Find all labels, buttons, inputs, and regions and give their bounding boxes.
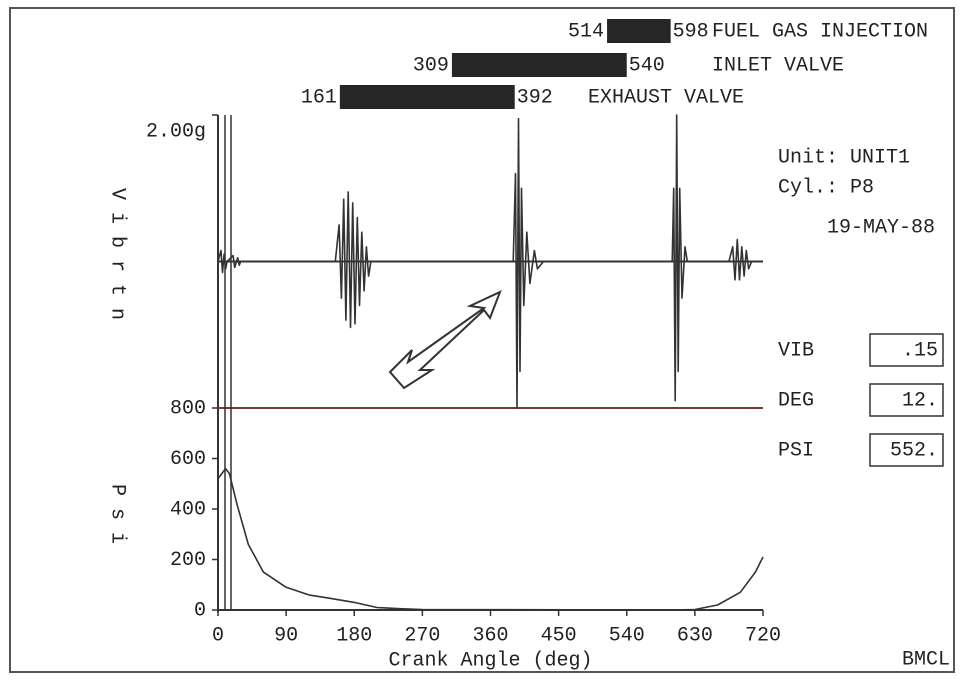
valve-start: 514: [568, 20, 604, 43]
x-tick-label: 360: [472, 624, 508, 647]
valve-name: INLET VALVE: [712, 54, 844, 77]
frame: [9, 7, 955, 673]
readout-label: DEG: [778, 389, 814, 412]
y-tick-label: 600: [170, 448, 206, 471]
arrow-annotation: [388, 290, 502, 390]
x-tick-label: 720: [745, 624, 781, 647]
valve-bar: [339, 85, 515, 109]
readout-value: 12.: [902, 389, 938, 412]
unit-value: UNIT1: [850, 146, 910, 169]
readout-label: PSI: [778, 439, 814, 462]
readout-box: [869, 383, 944, 417]
x-tick-label: 180: [336, 624, 372, 647]
y-tick-label: 200: [170, 549, 206, 572]
x-tick-label: 450: [541, 624, 577, 647]
unit-label: Unit:: [778, 146, 838, 169]
valve-name: FUEL GAS INJECTION: [712, 20, 928, 43]
valve-start: 161: [301, 86, 337, 109]
trace: [217, 114, 763, 409]
x-tick-label: 540: [609, 624, 645, 647]
x-tick-label: 90: [274, 624, 298, 647]
y-axis-label: Psi: [106, 484, 129, 556]
y-tick-label: 0: [194, 599, 206, 622]
valve-bar: [607, 19, 671, 43]
y-axis-label: Vibrtn: [106, 188, 129, 332]
readout-value: .15: [902, 339, 938, 362]
y-tick-label: 800: [170, 397, 206, 420]
valve-end: 540: [629, 54, 665, 77]
footer: BMCL: [902, 648, 950, 671]
cyl-value: P8: [850, 176, 874, 199]
trace: [217, 467, 764, 611]
cyl-label: Cyl.:: [778, 176, 838, 199]
date: 19-MAY-88: [827, 216, 935, 239]
valve-start: 309: [413, 54, 449, 77]
x-tick-label: 0: [212, 624, 224, 647]
valve-name: EXHAUST VALVE: [588, 86, 744, 109]
x-tick-label: 630: [677, 624, 713, 647]
valve-end: 392: [517, 86, 553, 109]
x-tick-label: 270: [404, 624, 440, 647]
readout-value: 552.: [890, 439, 938, 462]
readout-label: VIB: [778, 339, 814, 362]
readout-box: [869, 433, 944, 467]
readout-box: [869, 333, 944, 367]
valve-end: 598: [673, 20, 709, 43]
valve-bar: [451, 53, 627, 77]
y-tick-label: 400: [170, 498, 206, 521]
x-axis-label: Crank Angle (deg): [388, 649, 592, 672]
y-tick-label: 2.00g: [146, 120, 206, 143]
